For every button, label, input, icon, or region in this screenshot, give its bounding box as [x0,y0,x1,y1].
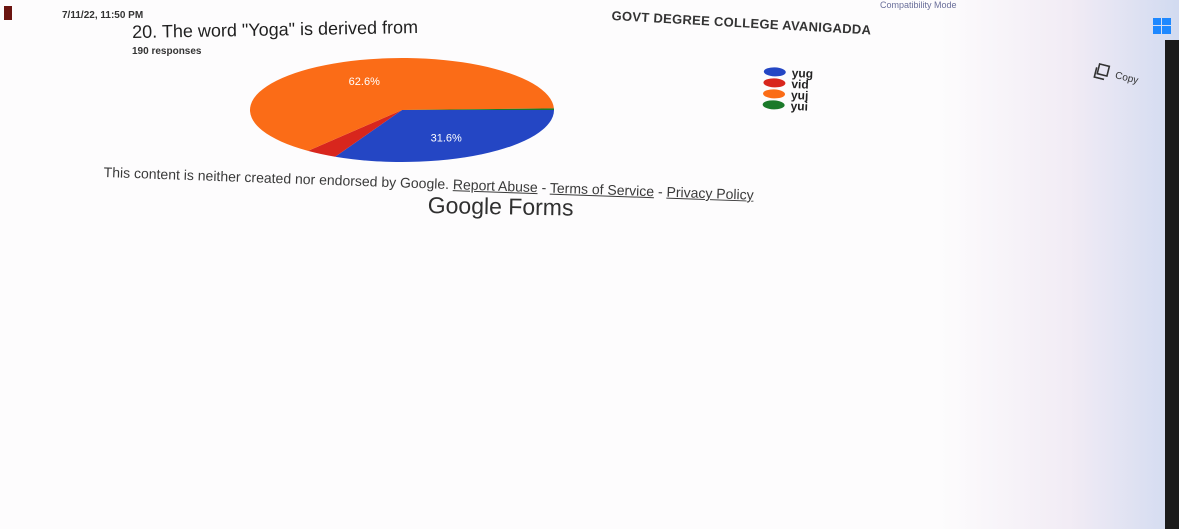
privacy-policy-link[interactable]: Privacy Policy [666,183,754,203]
slice-label-yug: 31.6% [431,132,462,144]
legend-item-yui: yui [762,98,812,114]
print-timestamp: 7/11/22, 11:50 PM [62,10,144,21]
legend-swatch [763,66,786,77]
print-header-title: GOVT DEGREE COLLEGE AVANIGADDA [611,8,872,38]
windows-logo-icon [1153,18,1171,34]
chart-legend: yug vid yuj yui [762,65,813,114]
slice-label-yuj: 62.6% [349,76,380,88]
footer-separator: - [657,183,663,200]
pie-slice-yuj [250,58,554,151]
response-count: 190 responses [132,46,202,57]
corner-marker [4,6,12,20]
device-edge [1165,40,1179,529]
page-shadow [939,0,1179,529]
pie-slice-yui [402,108,554,110]
pie-slice-yug [335,110,554,162]
google-forms-brand[interactable]: Google Forms [427,192,574,221]
pie-chart: 31.6% 62.6% [248,54,560,171]
copy-icon [1093,62,1111,81]
legend-label: yui [790,98,809,114]
copy-chart-button[interactable]: Copy [1092,62,1140,88]
legend-swatch [762,88,786,99]
pie-slice-vid [307,110,402,157]
pie-chart-svg: 31.6% 62.6% [250,58,554,162]
question-title: 20. The word "Yoga" is derived from [132,17,419,42]
legend-swatch [762,99,785,110]
copy-label: Copy [1114,69,1140,87]
compatibility-note: Compatibility Mode [880,0,957,10]
legend-swatch [763,77,786,88]
